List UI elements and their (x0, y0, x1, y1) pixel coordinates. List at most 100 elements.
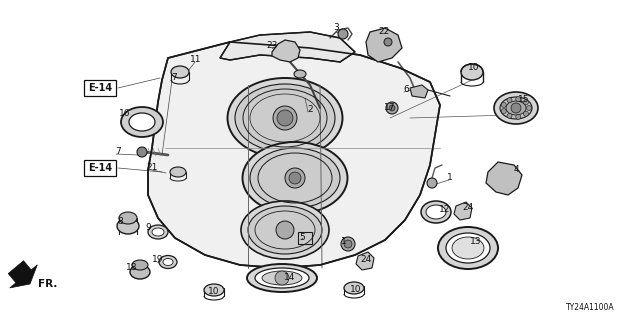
Text: 3: 3 (333, 23, 339, 33)
Text: 18: 18 (126, 263, 138, 273)
Text: 1: 1 (341, 237, 347, 246)
Polygon shape (366, 28, 402, 62)
Ellipse shape (148, 225, 168, 239)
Text: 7: 7 (171, 74, 177, 83)
Ellipse shape (243, 142, 348, 214)
Circle shape (389, 105, 395, 111)
Text: 7: 7 (115, 148, 121, 156)
Circle shape (289, 172, 301, 184)
Text: 16: 16 (119, 109, 131, 118)
Text: 4: 4 (513, 165, 519, 174)
Text: 23: 23 (266, 41, 278, 50)
Ellipse shape (132, 260, 148, 270)
Circle shape (273, 106, 297, 130)
Text: 12: 12 (439, 205, 451, 214)
Bar (298, 232, 312, 244)
Circle shape (524, 111, 529, 116)
Ellipse shape (247, 264, 317, 292)
Ellipse shape (262, 271, 302, 285)
Ellipse shape (152, 228, 164, 236)
Text: 21: 21 (147, 164, 157, 172)
Circle shape (524, 100, 529, 105)
Polygon shape (356, 252, 374, 270)
Circle shape (507, 98, 512, 103)
Ellipse shape (159, 255, 177, 268)
Text: 14: 14 (284, 274, 296, 283)
Circle shape (277, 110, 293, 126)
Ellipse shape (461, 64, 483, 80)
Circle shape (516, 114, 521, 119)
Polygon shape (148, 42, 440, 268)
Ellipse shape (241, 201, 329, 259)
Text: 24: 24 (462, 204, 474, 212)
Polygon shape (410, 85, 428, 98)
Ellipse shape (204, 284, 224, 296)
Text: 13: 13 (470, 237, 482, 246)
Text: 2: 2 (307, 106, 313, 115)
Ellipse shape (130, 265, 150, 279)
Ellipse shape (129, 113, 155, 131)
Circle shape (501, 108, 506, 114)
Text: 15: 15 (518, 95, 530, 105)
Ellipse shape (117, 218, 139, 234)
Ellipse shape (506, 101, 526, 115)
Text: 9: 9 (145, 223, 151, 233)
Circle shape (276, 221, 294, 239)
Circle shape (137, 147, 147, 157)
Circle shape (386, 102, 398, 114)
Text: FR.: FR. (38, 279, 58, 289)
Text: 10: 10 (208, 287, 220, 297)
Text: TY24A1100A: TY24A1100A (566, 303, 614, 313)
Circle shape (511, 103, 521, 113)
Ellipse shape (171, 66, 189, 78)
Circle shape (527, 106, 531, 110)
Ellipse shape (255, 268, 309, 288)
Polygon shape (454, 202, 472, 220)
Text: E-14: E-14 (88, 83, 112, 93)
Circle shape (516, 97, 521, 102)
Ellipse shape (227, 78, 342, 158)
Ellipse shape (344, 282, 364, 294)
Text: 6: 6 (403, 85, 409, 94)
Circle shape (344, 240, 352, 248)
Text: 10: 10 (350, 285, 362, 294)
Text: 10: 10 (468, 63, 480, 73)
Ellipse shape (121, 107, 163, 137)
Ellipse shape (163, 259, 173, 266)
Ellipse shape (294, 70, 306, 78)
Ellipse shape (170, 167, 186, 177)
Circle shape (285, 168, 305, 188)
FancyBboxPatch shape (84, 80, 116, 96)
Circle shape (338, 29, 348, 39)
FancyBboxPatch shape (84, 160, 116, 176)
Text: 24: 24 (360, 255, 372, 265)
Text: 22: 22 (378, 28, 390, 36)
Ellipse shape (494, 92, 538, 124)
Circle shape (341, 237, 355, 251)
Circle shape (427, 178, 437, 188)
Ellipse shape (119, 212, 137, 224)
Ellipse shape (248, 206, 322, 254)
Circle shape (412, 88, 420, 96)
Ellipse shape (421, 201, 451, 223)
Circle shape (507, 113, 512, 118)
Text: E-14: E-14 (88, 163, 112, 173)
Text: 17: 17 (384, 103, 396, 113)
Text: 1: 1 (447, 173, 453, 182)
Ellipse shape (426, 205, 446, 219)
Ellipse shape (500, 97, 532, 119)
Text: 8: 8 (117, 218, 123, 227)
Ellipse shape (438, 227, 498, 269)
Circle shape (501, 102, 506, 108)
Ellipse shape (452, 237, 484, 259)
Polygon shape (272, 40, 300, 62)
Text: 11: 11 (190, 55, 202, 65)
Circle shape (275, 271, 289, 285)
Text: 19: 19 (152, 255, 164, 265)
Ellipse shape (250, 148, 340, 208)
Polygon shape (8, 261, 37, 288)
Polygon shape (486, 162, 522, 195)
Polygon shape (220, 32, 355, 62)
Ellipse shape (446, 233, 490, 263)
Ellipse shape (235, 84, 335, 152)
